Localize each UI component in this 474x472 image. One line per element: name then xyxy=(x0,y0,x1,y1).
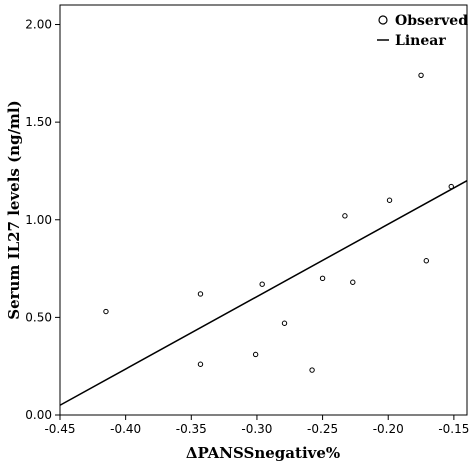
observed-point xyxy=(281,320,288,326)
observed-point xyxy=(252,351,259,358)
x-tick-label: -0.45 xyxy=(44,422,75,436)
observed-point xyxy=(423,258,429,264)
observed-point xyxy=(418,72,424,78)
x-tick-label: -0.25 xyxy=(307,422,338,436)
linear-fit-line xyxy=(59,180,468,406)
x-tick-label: -0.35 xyxy=(176,422,207,436)
observed-point xyxy=(197,361,204,367)
legend-observed-marker xyxy=(378,15,388,25)
observed-point xyxy=(103,308,109,315)
observed-point xyxy=(319,275,326,282)
observed-point xyxy=(197,291,204,297)
observed-point xyxy=(309,367,315,373)
y-tick-label: 1.50 xyxy=(25,115,52,129)
x-tick-label: -0.15 xyxy=(438,422,469,436)
x-tick-label: -0.20 xyxy=(373,422,404,436)
observed-point xyxy=(259,281,265,287)
x-tick-label: -0.30 xyxy=(241,422,272,436)
observed-point xyxy=(350,279,356,285)
x-axis-title: ΔPANSSnegative% xyxy=(186,444,340,462)
y-axis-title: Serum IL27 levels (ng/ml) xyxy=(5,100,23,319)
x-axis: -0.45 -0.40 -0.35 -0.30 -0.25 -0.20 -0.15 xyxy=(44,415,469,436)
y-tick-label: 0.50 xyxy=(25,310,52,324)
plot-area xyxy=(59,4,468,416)
x-tick-label: -0.40 xyxy=(110,422,141,436)
legend-observed-label: Observed xyxy=(395,13,468,29)
points-layer xyxy=(103,72,454,373)
fit-line-layer xyxy=(59,180,468,406)
observed-point xyxy=(386,197,393,203)
legend: Observed Linear xyxy=(377,13,468,49)
observed-point xyxy=(448,183,454,190)
y-tick-label: 2.00 xyxy=(25,18,52,32)
y-axis: 0.00 0.50 1.00 1.50 2.00 xyxy=(25,18,60,422)
y-tick-label: 1.00 xyxy=(25,213,52,227)
observed-point xyxy=(342,213,348,219)
y-tick-label: 0.00 xyxy=(25,408,52,422)
legend-linear-label: Linear xyxy=(395,33,446,49)
